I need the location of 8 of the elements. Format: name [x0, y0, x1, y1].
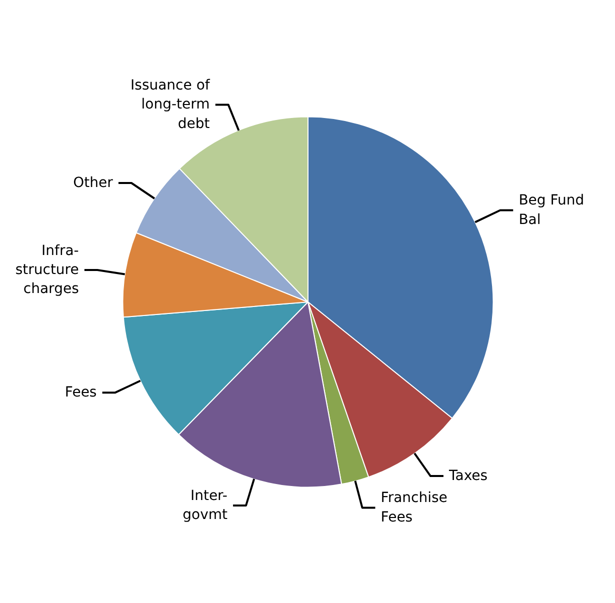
slice-label: Other [73, 174, 114, 191]
slice-label: Beg Fund Bal [518, 192, 584, 228]
slice-label: Franchise Fees [380, 490, 448, 526]
slice-label: Taxes [448, 468, 488, 484]
slice-label: Issuance of long-term debt [130, 78, 211, 132]
slice-label: Fees [64, 384, 97, 401]
slice-label: Inter- govmt [182, 488, 228, 524]
slice-label: Infra- structure charges [15, 242, 79, 298]
